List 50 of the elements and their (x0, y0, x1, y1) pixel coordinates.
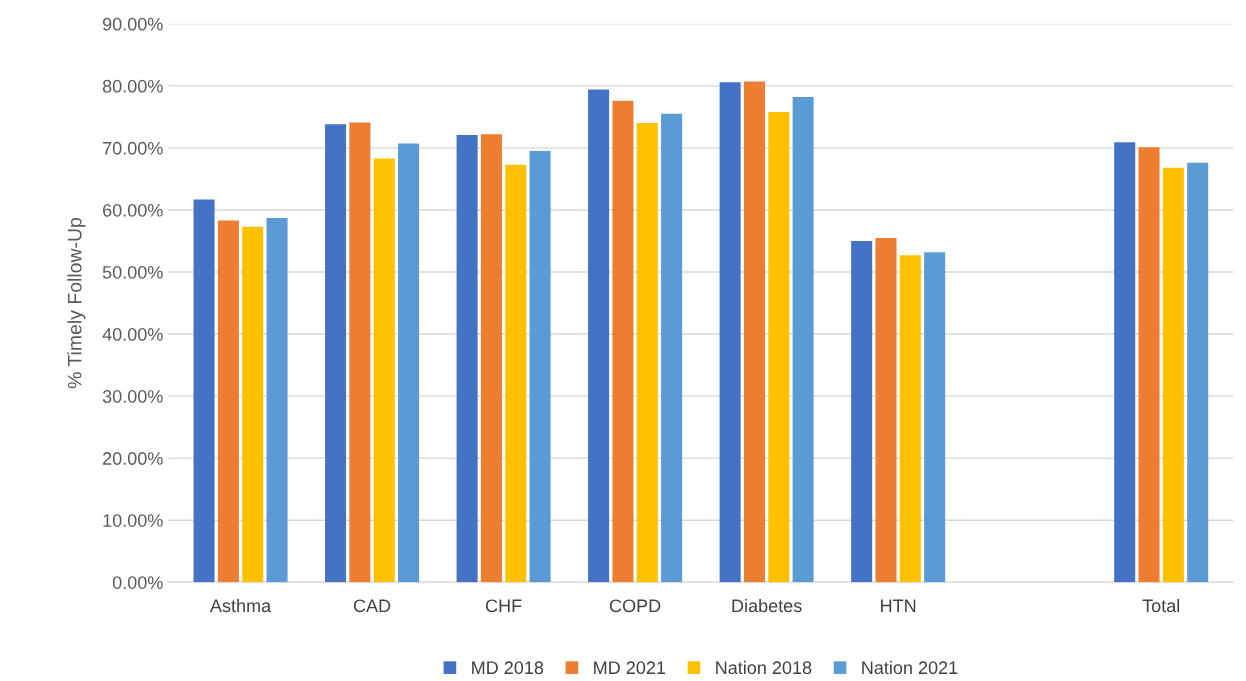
bar (193, 199, 215, 583)
y-axis-title: % Timely Follow-Up (67, 217, 86, 389)
y-tick-label: 0.00% (112, 576, 163, 589)
bar (456, 134, 478, 583)
bar (480, 134, 502, 583)
bar (242, 226, 264, 583)
bar (792, 97, 814, 583)
x-tick-label: HTN (881, 599, 916, 613)
bar (612, 100, 634, 583)
bar (398, 143, 420, 583)
bar (217, 220, 239, 583)
bar (349, 122, 371, 583)
y-tick-label: 30.00% (102, 390, 163, 403)
bar (325, 124, 347, 583)
y-tick-label: 40.00% (102, 328, 163, 341)
bar (1187, 162, 1209, 583)
bar (1114, 142, 1136, 583)
bar (719, 82, 741, 583)
x-tick-label: Total (1142, 598, 1180, 613)
x-tick-label: CHF (485, 599, 522, 613)
bar (851, 241, 873, 583)
y-tick-label: 60.00% (103, 203, 163, 217)
legend-label: MD 2018 (472, 661, 544, 675)
bar (899, 255, 921, 583)
y-tick-label: 10.00% (103, 514, 163, 527)
bar (743, 81, 765, 583)
legend-label: Nation 2021 (862, 660, 958, 675)
bar (266, 218, 288, 583)
x-tick-label: COPD (609, 599, 661, 613)
bar (588, 89, 610, 583)
bar (1138, 147, 1160, 583)
bar (661, 113, 683, 583)
x-tick-label: CAD (353, 599, 391, 613)
y-tick-label: 20.00% (103, 452, 163, 465)
bar (1162, 167, 1184, 583)
y-tick-label: 50.00% (102, 265, 163, 279)
bar (373, 158, 395, 583)
bar (529, 151, 551, 583)
bar (768, 111, 790, 583)
bar (875, 237, 897, 583)
bar (505, 164, 527, 583)
legend-label: MD 2021 (594, 661, 666, 675)
y-tick-label: 70.00% (103, 141, 163, 155)
y-tick-label: 80.00% (102, 79, 163, 93)
x-tick-label: Diabetes (732, 598, 802, 613)
bar (636, 123, 658, 583)
x-tick-label: Asthma (209, 598, 272, 613)
legend-label: Nation 2018 (716, 660, 812, 675)
bar (924, 252, 946, 583)
y-tick-label: 90.00% (102, 17, 163, 31)
